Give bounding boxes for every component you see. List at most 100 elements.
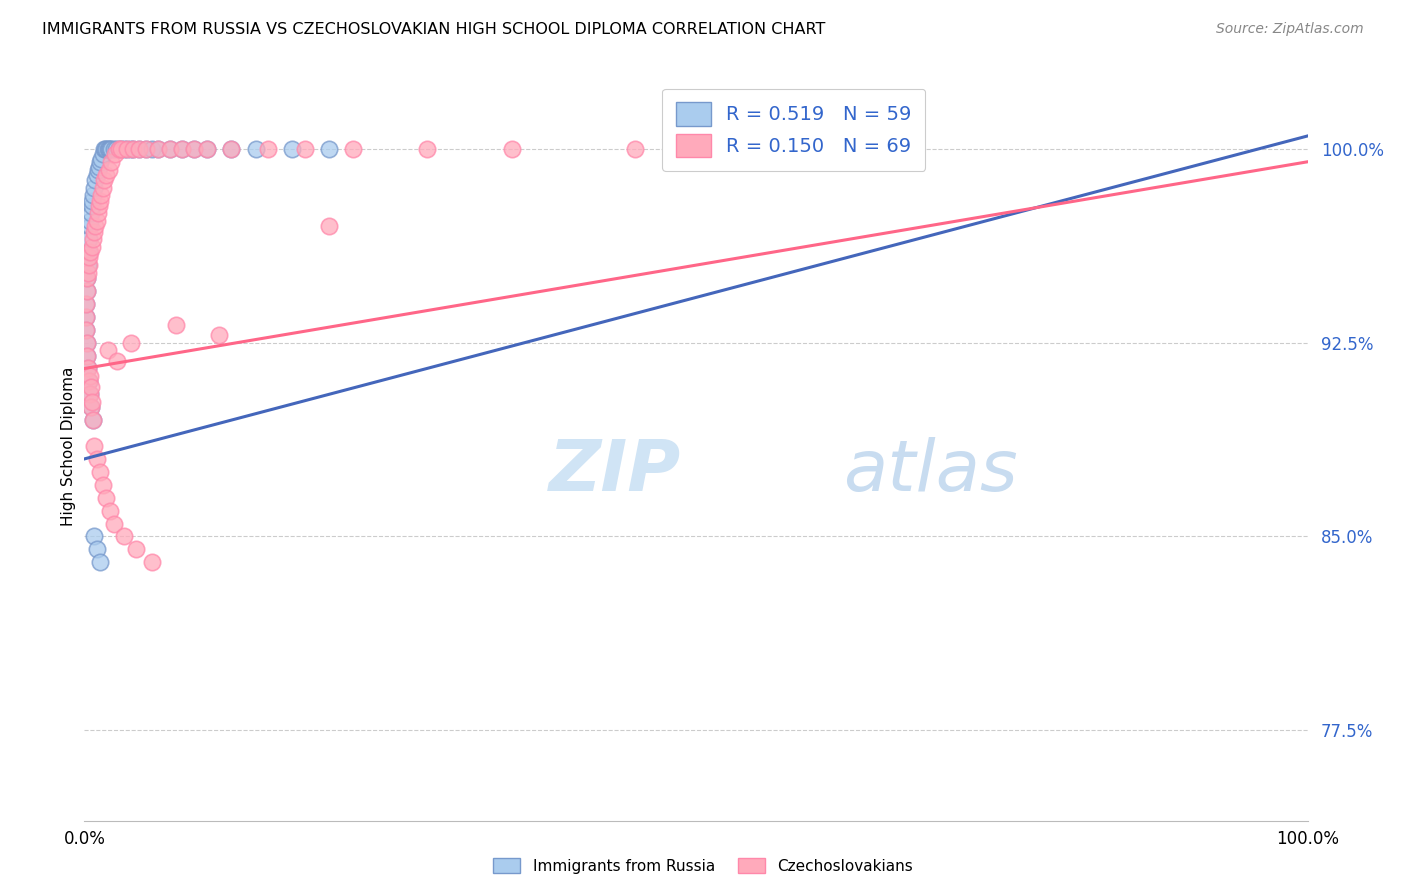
Point: [82, 413, 104, 427]
Point: [86, 542, 108, 557]
Point: [77, 232, 100, 246]
Point: [195, 142, 218, 156]
Legend: R = 0.519   N = 59, R = 0.150   N = 69: R = 0.519 N = 59, R = 0.150 N = 69: [662, 88, 925, 171]
Point: [75, 310, 97, 324]
Point: [89, 555, 111, 569]
Legend: Immigrants from Russia, Czechoslovakians: Immigrants from Russia, Czechoslovakians: [486, 852, 920, 880]
Point: [80, 401, 103, 415]
Point: [125, 542, 148, 557]
Point: [76, 271, 98, 285]
Point: [107, 142, 129, 156]
Point: [245, 142, 267, 156]
Point: [83, 180, 105, 194]
Point: [84, 219, 107, 234]
Point: [97, 142, 120, 156]
Point: [97, 162, 120, 177]
Point: [135, 142, 157, 156]
Point: [96, 142, 118, 156]
Point: [76, 335, 98, 350]
Point: [172, 142, 194, 156]
Point: [98, 503, 121, 517]
Point: [165, 318, 187, 332]
Point: [115, 142, 138, 156]
Point: [104, 147, 127, 161]
Point: [76, 284, 98, 298]
Point: [110, 142, 132, 156]
Point: [89, 465, 111, 479]
Point: [93, 142, 115, 156]
Point: [77, 375, 100, 389]
Point: [80, 240, 103, 254]
Point: [146, 142, 169, 156]
Point: [502, 142, 524, 156]
Point: [807, 142, 830, 156]
Point: [83, 225, 105, 239]
Point: [97, 142, 120, 156]
Point: [76, 349, 98, 363]
Point: [208, 327, 231, 342]
Point: [79, 245, 101, 260]
Point: [79, 369, 101, 384]
Point: [83, 439, 105, 453]
Point: [75, 297, 97, 311]
Point: [82, 232, 104, 246]
Point: [91, 147, 114, 161]
Point: [91, 180, 114, 194]
Point: [77, 258, 100, 272]
Point: [87, 206, 110, 220]
Text: ZIP: ZIP: [550, 437, 682, 507]
Point: [141, 555, 163, 569]
Point: [183, 142, 205, 156]
Point: [84, 173, 107, 187]
Point: [87, 160, 110, 174]
Point: [100, 142, 122, 156]
Point: [122, 142, 145, 156]
Text: IMMIGRANTS FROM RUSSIA VS CZECHOSLOVAKIAN HIGH SCHOOL DIPLOMA CORRELATION CHART: IMMIGRANTS FROM RUSSIA VS CZECHOSLOVAKIA…: [42, 22, 825, 37]
Point: [75, 323, 97, 337]
Point: [318, 219, 340, 234]
Point: [195, 142, 218, 156]
Point: [103, 142, 125, 156]
Point: [112, 142, 135, 156]
Point: [77, 266, 100, 280]
Point: [77, 375, 100, 389]
Point: [98, 142, 121, 156]
Point: [80, 199, 103, 213]
Point: [86, 168, 108, 182]
Point: [105, 142, 128, 156]
Point: [294, 142, 316, 156]
Point: [90, 188, 112, 202]
Point: [89, 154, 111, 169]
Point: [141, 142, 163, 156]
Point: [76, 284, 98, 298]
Point: [112, 529, 135, 543]
Point: [135, 142, 157, 156]
Point: [281, 142, 304, 156]
Point: [115, 142, 138, 156]
Point: [76, 349, 98, 363]
Text: atlas: atlas: [842, 437, 1018, 507]
Point: [75, 310, 97, 324]
Point: [128, 142, 150, 156]
Point: [77, 258, 100, 272]
Point: [82, 413, 104, 427]
Point: [79, 214, 101, 228]
Y-axis label: High School Diploma: High School Diploma: [60, 367, 76, 525]
Point: [94, 142, 117, 156]
Point: [86, 451, 108, 466]
Point: [219, 142, 242, 156]
Point: [110, 142, 132, 156]
Point: [75, 323, 97, 337]
Point: [79, 387, 101, 401]
Point: [80, 401, 103, 415]
Point: [89, 194, 111, 208]
Point: [75, 297, 97, 311]
Point: [105, 353, 128, 368]
Point: [83, 529, 105, 543]
Point: [120, 142, 142, 156]
Point: [342, 142, 364, 156]
Point: [146, 142, 169, 156]
Point: [159, 142, 181, 156]
Point: [87, 162, 110, 177]
Point: [120, 335, 142, 350]
